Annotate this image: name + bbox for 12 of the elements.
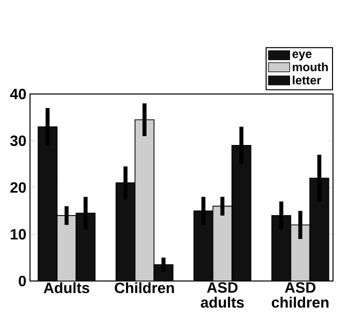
y-tick-label: 0 (18, 276, 26, 286)
x-tick-label: Children (114, 282, 174, 294)
x-tick-label: Adults (44, 282, 90, 294)
legend-label: letter (292, 76, 322, 84)
x-tick-label: ASD children (272, 282, 328, 308)
x-tick-label: ASD adults (200, 282, 244, 308)
y-tick-label: 30 (10, 135, 26, 146)
legend-label: eye (292, 52, 312, 60)
legend-label: mouth (292, 62, 328, 72)
y-tick-label: 10 (10, 228, 26, 240)
y-tick-label: 40 (10, 88, 26, 100)
y-tick-label: 20 (10, 182, 26, 193)
